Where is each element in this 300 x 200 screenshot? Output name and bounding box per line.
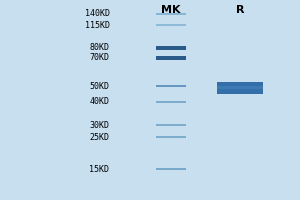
FancyBboxPatch shape — [114, 0, 300, 200]
Text: 140KD: 140KD — [85, 9, 110, 19]
FancyBboxPatch shape — [217, 86, 263, 89]
Text: 30KD: 30KD — [89, 120, 110, 130]
Text: 115KD: 115KD — [85, 21, 110, 29]
Text: 70KD: 70KD — [89, 53, 110, 62]
FancyBboxPatch shape — [156, 124, 186, 126]
Text: 50KD: 50KD — [89, 82, 110, 90]
Text: 25KD: 25KD — [89, 132, 110, 142]
Text: 15KD: 15KD — [89, 164, 110, 173]
FancyBboxPatch shape — [156, 13, 186, 15]
FancyBboxPatch shape — [156, 136, 186, 138]
Text: 80KD: 80KD — [89, 44, 110, 52]
Text: MK: MK — [161, 5, 181, 15]
Text: R: R — [236, 5, 244, 15]
FancyBboxPatch shape — [217, 82, 263, 94]
FancyBboxPatch shape — [156, 56, 186, 60]
Text: 40KD: 40KD — [89, 98, 110, 106]
FancyBboxPatch shape — [156, 168, 186, 170]
FancyBboxPatch shape — [156, 46, 186, 50]
FancyBboxPatch shape — [156, 101, 186, 103]
FancyBboxPatch shape — [156, 85, 186, 87]
FancyBboxPatch shape — [156, 24, 186, 26]
